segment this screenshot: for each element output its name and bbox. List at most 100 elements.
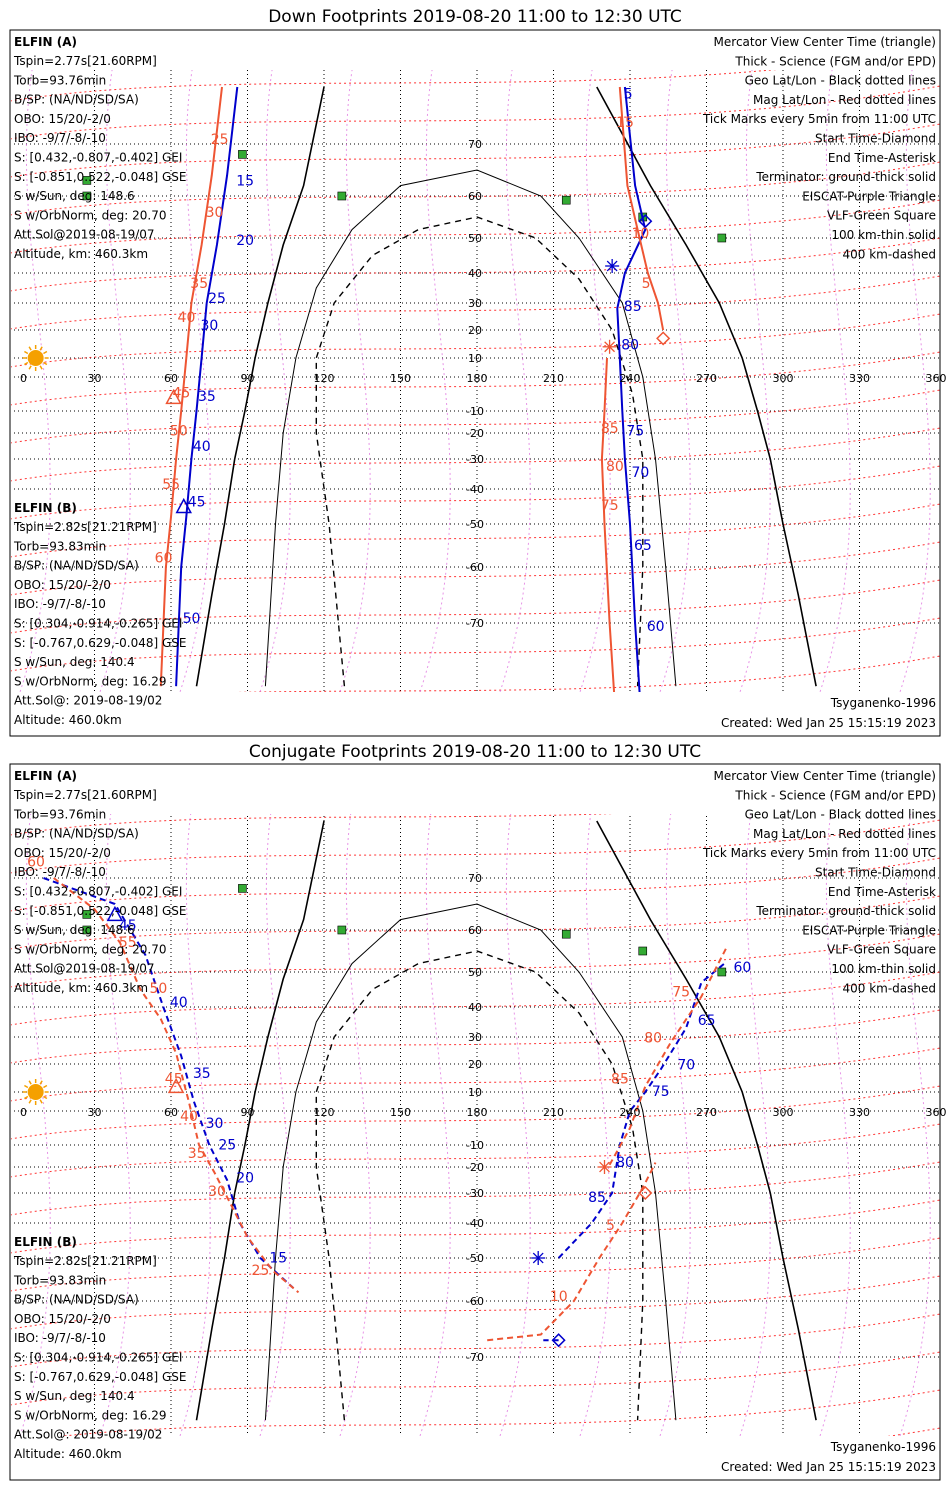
legend-entry: Terminator: ground-thick solid bbox=[755, 904, 936, 918]
mag-meridian bbox=[179, 70, 211, 692]
x-tick-label: 0 bbox=[20, 1106, 27, 1119]
model-label: Tsyganenko-1996 bbox=[830, 696, 936, 710]
triangle-marker bbox=[175, 497, 193, 514]
tick-mark-label: 50 bbox=[183, 611, 201, 627]
legend-entry: 400 km-dashed bbox=[842, 981, 936, 995]
tick-mark-label: 75 bbox=[672, 985, 690, 1001]
elfin-a-info-line: Altitude, km: 460.3km bbox=[14, 247, 148, 261]
tick-mark-label: 75 bbox=[652, 1084, 670, 1100]
y-tick-label: 70 bbox=[468, 872, 482, 885]
y-tick-label: 30 bbox=[468, 1031, 482, 1044]
down-footprints-panel: Down Footprints 2019-08-20 11:00 to 12:3… bbox=[9, 7, 947, 737]
series-elfin-a bbox=[175, 86, 647, 692]
x-tick-label: 360 bbox=[926, 372, 947, 385]
vlf-square-marker bbox=[717, 967, 727, 977]
tick-mark-label: 20 bbox=[236, 233, 254, 249]
series-line bbox=[618, 86, 665, 331]
elfin-a-info-line: IBO: -9/7/-8/-10 bbox=[14, 865, 106, 879]
tick-mark-label: 80 bbox=[606, 459, 624, 475]
sun-ray bbox=[24, 350, 29, 355]
x-tick-label: 210 bbox=[543, 372, 564, 385]
y-tick-label: -30 bbox=[466, 1187, 484, 1200]
elfin-b-info-line: Tspin=2.82s[21.21RPM] bbox=[13, 1254, 157, 1268]
sun-ray bbox=[24, 1095, 29, 1100]
legend-entry: Mercator View Center Time (triangle) bbox=[714, 769, 936, 783]
sun-ray bbox=[28, 1099, 32, 1104]
sun-ray bbox=[43, 1095, 48, 1100]
elfin-a-info-line: S: [0.432,-0.807,-0.402] GEI bbox=[14, 151, 182, 165]
legend-entry: Start Time-Diamond bbox=[815, 132, 936, 146]
legend-entry: Mercator View Center Time (triangle) bbox=[714, 35, 936, 49]
tick-mark-label: 55 bbox=[162, 477, 180, 493]
x-tick-label: 330 bbox=[849, 372, 870, 385]
x-tick-label: 270 bbox=[696, 372, 717, 385]
elfin-b-info-line: OBO: 15/20/-2/0 bbox=[14, 1312, 111, 1326]
x-tick-label: 90 bbox=[241, 1106, 255, 1119]
tick-mark-label: 60 bbox=[155, 551, 173, 567]
diamond-marker bbox=[638, 214, 653, 229]
tick-mark-label: 40 bbox=[170, 995, 188, 1011]
y-tick-label: -40 bbox=[466, 483, 484, 496]
sun-ray bbox=[43, 1084, 48, 1089]
elfin-b-info-line: S w/Sun, deg: 140.4 bbox=[14, 655, 135, 669]
elfin-a-label: ELFIN (A) bbox=[14, 35, 77, 49]
elfin-b-info-line: S: [0.304,-0.914,-0.265] GEI bbox=[14, 617, 182, 631]
terminator-ground-west bbox=[195, 820, 325, 1421]
series-elfin-b bbox=[159, 86, 665, 692]
tick-mark-label: 5 bbox=[606, 1218, 615, 1234]
vlf-square-marker bbox=[82, 925, 92, 935]
elfin-a-info-line: S w/Sun, deg: 148.6 bbox=[14, 189, 135, 203]
elfin-b-info-line: S w/Sun, deg: 140.4 bbox=[14, 1389, 135, 1403]
elfin-a-info-line: Tspin=2.77s[21.60RPM] bbox=[13, 788, 157, 802]
terminator-400km bbox=[315, 216, 644, 687]
tick-mark-label: 65 bbox=[698, 1013, 716, 1029]
tick-mark-label: 75 bbox=[626, 424, 644, 440]
tick-mark-label: 50 bbox=[170, 424, 188, 440]
vlf-square-marker bbox=[638, 946, 648, 956]
sun-ray bbox=[39, 1099, 43, 1104]
vlf-square-marker bbox=[717, 233, 727, 243]
map-area bbox=[11, 70, 940, 692]
legend-entry: VLF-Green Square bbox=[827, 209, 936, 223]
mag-meridian bbox=[579, 70, 611, 692]
vlf-square-marker bbox=[82, 910, 92, 919]
series-line bbox=[53, 877, 300, 1294]
mag-meridian bbox=[19, 70, 51, 692]
x-tick-label: 30 bbox=[88, 372, 102, 385]
tick-mark-label: 25 bbox=[252, 1263, 270, 1279]
map-area bbox=[11, 814, 940, 1436]
tick-mark-label: 15 bbox=[269, 1250, 287, 1266]
tick-mark-label: 85 bbox=[624, 299, 642, 315]
created-label: Created: Wed Jan 25 15:15:19 2023 bbox=[721, 1460, 936, 1474]
legend-entry: 100 km-thin solid bbox=[831, 228, 936, 242]
elfin-a-info-line: S: [0.432,-0.807,-0.402] GEI bbox=[14, 885, 182, 899]
elfin-b-info-line: B/SP: (NA/ND/SD/SA) bbox=[14, 1293, 139, 1307]
elfin-b-info-line: OBO: 15/20/-2/0 bbox=[14, 578, 111, 592]
x-tick-label: 120 bbox=[314, 372, 335, 385]
elfin-b-info-line: S: [-0.767,0.629,-0.048] GSE bbox=[14, 636, 187, 650]
conjugate-footprints-panel: Conjugate Footprints 2019-08-20 11:00 to… bbox=[9, 742, 947, 1481]
vlf-square-marker bbox=[561, 195, 571, 205]
series-line bbox=[608, 946, 728, 1166]
mag-meridian bbox=[419, 70, 451, 692]
vlf-square-marker bbox=[82, 191, 92, 201]
diamond-marker bbox=[656, 331, 671, 346]
mag-meridian bbox=[499, 70, 531, 692]
y-tick-label: 20 bbox=[468, 324, 482, 337]
sun-ray bbox=[28, 346, 32, 351]
tick-mark-label: 5 bbox=[624, 86, 633, 102]
tick-mark-label: 30 bbox=[208, 1184, 226, 1200]
tick-mark-label: 25 bbox=[211, 132, 229, 148]
elfin-a-info-line: S w/OrbNorm, deg: 20.70 bbox=[14, 942, 166, 956]
y-tick-label: -10 bbox=[466, 1139, 484, 1152]
elfin-b-info-line: S w/OrbNorm, deg: 16.29 bbox=[14, 674, 166, 688]
y-tick-label: 60 bbox=[468, 190, 482, 203]
sun-ray bbox=[24, 361, 29, 366]
y-tick-label: 50 bbox=[468, 232, 482, 245]
legend-entry: EISCAT-Purple Triangle bbox=[802, 189, 936, 203]
elfin-a-info-line: OBO: 15/20/-2/0 bbox=[14, 112, 111, 126]
tick-mark-label: 85 bbox=[601, 421, 619, 437]
tick-mark-label: 65 bbox=[634, 538, 652, 554]
elfin-a-info-line: Altitude, km: 460.3km bbox=[14, 981, 148, 995]
tick-mark-label: 60 bbox=[27, 855, 45, 871]
